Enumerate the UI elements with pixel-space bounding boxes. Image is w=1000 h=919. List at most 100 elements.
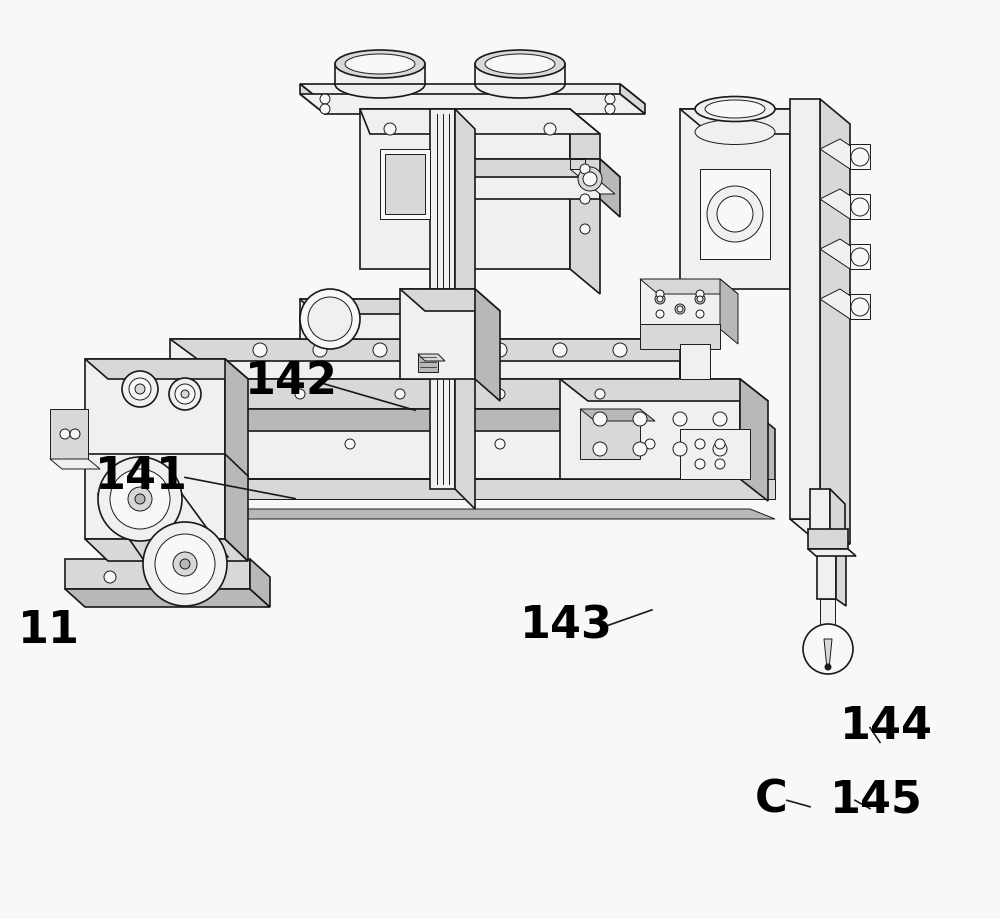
Circle shape [825,664,831,670]
Circle shape [645,439,655,449]
Circle shape [129,379,151,401]
Polygon shape [85,359,248,380]
Polygon shape [820,240,870,269]
Circle shape [204,572,216,584]
Circle shape [98,458,182,541]
Polygon shape [850,195,870,220]
Text: 143: 143 [520,604,613,646]
Circle shape [493,344,507,357]
Polygon shape [640,279,738,295]
Bar [380,150,430,220]
Circle shape [695,460,705,470]
Polygon shape [418,355,445,361]
Ellipse shape [485,55,555,75]
Polygon shape [300,85,325,115]
Polygon shape [225,455,248,562]
Circle shape [851,299,869,317]
Polygon shape [680,345,710,380]
Polygon shape [808,550,856,556]
Polygon shape [430,110,455,490]
Ellipse shape [345,55,415,75]
Circle shape [143,522,227,607]
Polygon shape [850,295,870,320]
Polygon shape [850,244,870,269]
Ellipse shape [475,51,565,79]
Circle shape [553,344,567,357]
Circle shape [675,305,685,314]
Polygon shape [790,100,820,519]
Polygon shape [475,289,500,402]
Circle shape [128,487,152,512]
Circle shape [225,439,235,449]
Text: 142: 142 [245,360,338,403]
Polygon shape [65,560,250,589]
Circle shape [70,429,80,439]
Polygon shape [817,550,836,599]
Circle shape [110,470,170,529]
Polygon shape [600,160,620,218]
Circle shape [135,494,145,505]
Polygon shape [455,110,475,509]
Polygon shape [830,490,845,564]
Circle shape [122,371,158,407]
Circle shape [313,344,327,357]
Circle shape [673,413,687,426]
Circle shape [169,379,201,411]
Polygon shape [155,499,180,519]
Circle shape [181,391,189,399]
Polygon shape [50,460,100,470]
Ellipse shape [335,51,425,79]
Circle shape [851,149,869,167]
Circle shape [593,443,607,457]
Circle shape [605,95,615,105]
Polygon shape [570,110,600,295]
Circle shape [295,390,305,400]
Circle shape [656,311,664,319]
Polygon shape [580,410,655,422]
Circle shape [544,124,556,136]
Ellipse shape [335,71,425,99]
Circle shape [583,173,597,187]
Polygon shape [790,110,820,314]
Polygon shape [790,519,850,544]
Circle shape [433,344,447,357]
Circle shape [613,344,627,357]
Circle shape [300,289,360,349]
Circle shape [605,105,615,115]
Polygon shape [300,85,645,105]
Polygon shape [680,380,710,432]
Polygon shape [400,289,475,380]
Ellipse shape [475,71,565,99]
Circle shape [253,344,267,357]
Circle shape [803,624,853,675]
Polygon shape [170,410,710,432]
Polygon shape [65,589,270,607]
Text: 144: 144 [840,705,933,747]
Polygon shape [640,324,720,349]
Polygon shape [570,170,615,195]
Polygon shape [250,560,270,607]
Circle shape [384,124,396,136]
Polygon shape [740,380,768,502]
Polygon shape [680,340,710,402]
Text: 141: 141 [95,455,188,497]
Polygon shape [430,160,600,199]
Bar [385,154,425,215]
Circle shape [154,572,166,584]
Polygon shape [300,300,430,314]
Circle shape [715,439,725,449]
Circle shape [155,535,215,595]
Polygon shape [155,480,775,499]
Text: 11: 11 [18,608,80,651]
Polygon shape [680,429,750,480]
Circle shape [697,297,703,302]
Polygon shape [155,410,750,480]
Polygon shape [475,65,565,85]
Circle shape [580,225,590,234]
Text: 145: 145 [830,778,923,821]
Ellipse shape [695,97,775,122]
Polygon shape [300,300,415,340]
Circle shape [695,295,705,305]
Circle shape [495,439,505,449]
Polygon shape [820,289,870,320]
